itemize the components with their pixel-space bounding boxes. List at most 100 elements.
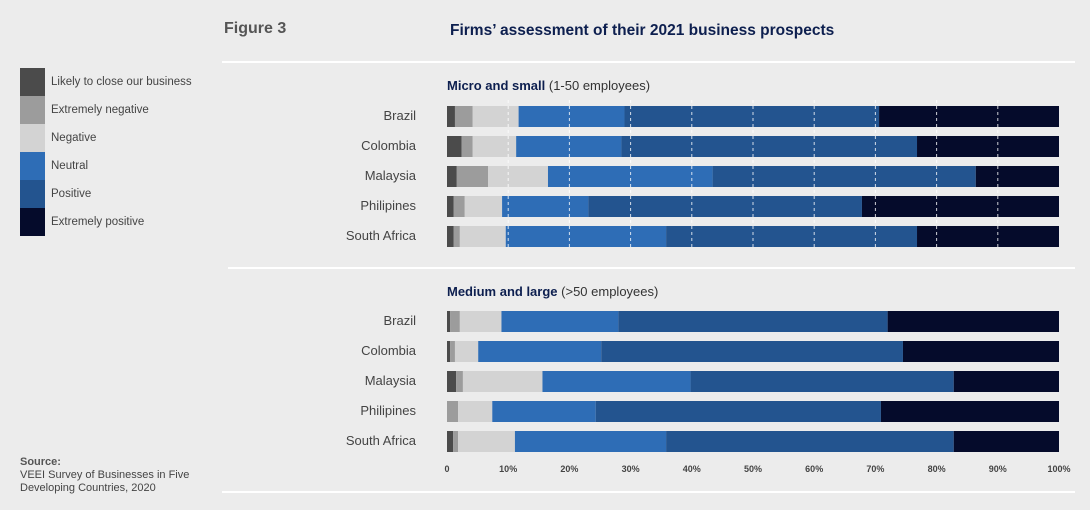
legend-label: Neutral [51, 160, 89, 172]
bar-segment [879, 106, 1059, 127]
bar-segment [861, 196, 1059, 217]
country-label: Philipines [360, 403, 416, 418]
panel-title: Medium and large (>50 employees) [447, 284, 658, 299]
bar-segment [601, 341, 903, 362]
bar-segment [462, 371, 543, 392]
figure-label: Figure 3 [224, 20, 287, 37]
bar-segment [464, 196, 503, 217]
x-tick-label: 40% [682, 464, 701, 474]
x-tick-label: 10% [499, 464, 518, 474]
bar-segment [450, 311, 460, 332]
bar-segment [472, 136, 517, 157]
bar-segment [458, 431, 515, 452]
panel-title-bold: Micro and small [447, 78, 546, 93]
bar-segment [447, 341, 451, 362]
bar-segment [454, 341, 479, 362]
x-tick-label: 0 [444, 464, 450, 474]
bar-segment [502, 196, 589, 217]
divider [228, 267, 1075, 269]
bar-segment [542, 371, 691, 392]
bar-segment [450, 341, 455, 362]
panel-title-bold: Medium and large [447, 284, 558, 299]
bar-segment [505, 226, 667, 247]
bar-segment [514, 431, 667, 452]
legend-item: Positive [20, 180, 192, 208]
divider [222, 61, 1075, 63]
bar-segment [456, 371, 463, 392]
bar-segment [917, 136, 1059, 157]
panel-title-rest: (>50 employees) [557, 284, 659, 299]
country-label: Colombia [361, 343, 416, 358]
legend-swatch [20, 96, 45, 124]
bar-segment [518, 106, 625, 127]
bar-segment [917, 226, 1059, 247]
legend-item: Extremely positive [20, 208, 192, 236]
x-tick-label: 20% [560, 464, 579, 474]
bar-segment [621, 136, 918, 157]
legend-label: Negative [51, 132, 97, 144]
source-label: Source: [20, 456, 61, 468]
panel-title: Micro and small (1-50 employees) [447, 78, 650, 93]
x-tick-label: 100% [1047, 464, 1071, 474]
bar-segment [501, 311, 619, 332]
bar-segment [453, 196, 465, 217]
x-tick-label: 50% [743, 464, 763, 474]
bar-segment [953, 431, 1059, 452]
chart-title: Firms’ assessment of their 2021 business… [450, 22, 835, 39]
divider [222, 491, 1075, 493]
x-tick-label: 60% [805, 464, 824, 474]
bar-segment [666, 431, 954, 452]
country-label: Colombia [361, 138, 416, 153]
legend: Likely to close our business Extremely ne… [20, 68, 192, 236]
bar-segment [588, 196, 862, 217]
bar-segment [447, 226, 454, 247]
x-tick-label: 90% [988, 464, 1007, 474]
bar-segment [975, 166, 1059, 187]
bar-segment [595, 401, 881, 422]
country-label: South Africa [345, 433, 416, 448]
bar-segment [447, 401, 459, 422]
bar-segment [887, 311, 1059, 332]
bar-segment [488, 166, 548, 187]
bar-segment [880, 401, 1059, 422]
country-label: Brazil [383, 108, 416, 123]
bar-segment [459, 226, 506, 247]
legend-swatch [20, 152, 45, 180]
bar-segment [459, 311, 502, 332]
bar-segment [472, 106, 519, 127]
bar-segment [547, 166, 713, 187]
legend-swatch [20, 124, 45, 152]
legend-swatch [20, 208, 45, 236]
bar-segment [447, 431, 454, 452]
panel-title-rest: (1-50 employees) [545, 78, 651, 93]
bar-segment [516, 136, 622, 157]
country-label: South Africa [345, 228, 416, 243]
legend-item: Likely to close our business [20, 68, 192, 96]
source-text: VEEI Survey of Businesses in Five Develo… [20, 469, 190, 494]
x-tick-label: 30% [621, 464, 640, 474]
country-label: Malaysia [364, 168, 416, 183]
bar-segment [902, 341, 1059, 362]
legend-label: Positive [51, 188, 92, 200]
legend-label: Extremely positive [51, 216, 145, 228]
bar-segment [690, 371, 954, 392]
legend-label: Extremely negative [51, 104, 149, 116]
bar-segment [712, 166, 976, 187]
bar-segment [624, 106, 880, 127]
legend-item: Extremely negative [20, 96, 192, 124]
bar-segment [453, 226, 460, 247]
legend-label: Likely to close our business [51, 76, 192, 88]
bar-segment [458, 401, 493, 422]
legend-swatch [20, 68, 45, 96]
bar-segment [478, 341, 602, 362]
country-label: Brazil [383, 313, 416, 328]
bar-segment [618, 311, 888, 332]
bar-segment [492, 401, 596, 422]
bar-segment [953, 371, 1059, 392]
bar-segment [454, 106, 473, 127]
x-tick-label: 80% [927, 464, 946, 474]
bar-segment [447, 371, 457, 392]
country-label: Philipines [360, 198, 416, 213]
legend-swatch [20, 180, 45, 208]
